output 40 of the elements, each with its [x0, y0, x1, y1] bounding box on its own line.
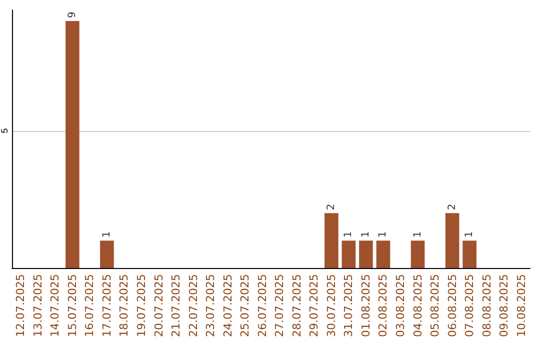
- x-tick-label: 07.08.2025: [463, 274, 476, 338]
- x-tick-label: 08.08.2025: [480, 274, 494, 338]
- data-label: 2: [446, 204, 458, 210]
- x-tick-label: 12.07.2025: [14, 274, 28, 338]
- x-tick-label: 31.07.2025: [342, 274, 356, 338]
- x-tick-label: 06.08.2025: [446, 274, 459, 338]
- x-tick-label: 18.07.2025: [118, 274, 131, 338]
- x-tick-label: 02.08.2025: [376, 274, 390, 338]
- data-label: 1: [412, 231, 424, 238]
- data-label: 1: [464, 231, 476, 238]
- x-tick-label: 30.07.2025: [324, 274, 338, 338]
- x-tick-label: 10.08.2025: [514, 274, 528, 338]
- x-tick-label: 04.08.2025: [411, 274, 424, 338]
- x-tick-label: 21.07.2025: [170, 274, 183, 338]
- data-label: 1: [360, 231, 372, 238]
- x-tick-label: 13.07.2025: [31, 274, 44, 338]
- x-tick-label: 14.07.2025: [48, 274, 62, 338]
- y-tick-label: 5: [0, 128, 10, 134]
- x-tick-label: 17.07.2025: [100, 274, 114, 338]
- x-tick-label: 24.07.2025: [221, 274, 234, 338]
- data-label: 1: [101, 231, 112, 238]
- x-tick-label: 16.07.2025: [83, 274, 96, 338]
- x-tick-label: 20.07.2025: [152, 274, 166, 338]
- x-tick-label: 19.07.2025: [135, 274, 148, 338]
- x-tick-label: 23.07.2025: [204, 274, 218, 338]
- x-tick-label: 28.07.2025: [290, 274, 304, 338]
- x-tick-label: 15.07.2025: [66, 274, 79, 338]
- data-label: 9: [66, 12, 78, 18]
- x-tick-label: 03.08.2025: [394, 274, 407, 338]
- x-tick-label: 09.08.2025: [498, 274, 511, 338]
- data-label: 2: [326, 204, 337, 210]
- x-tick-label: 01.08.2025: [359, 274, 372, 338]
- x-tick-label: 05.08.2025: [428, 274, 442, 338]
- x-tick-label: 27.07.2025: [273, 274, 286, 338]
- x-tick-label: 25.07.2025: [238, 274, 252, 338]
- x-tick-label: 26.07.2025: [256, 274, 269, 338]
- data-label: 1: [378, 231, 389, 238]
- x-tick-label: 29.07.2025: [308, 274, 321, 338]
- data-label: 1: [343, 231, 354, 238]
- x-tick-label: 22.07.2025: [186, 274, 200, 338]
